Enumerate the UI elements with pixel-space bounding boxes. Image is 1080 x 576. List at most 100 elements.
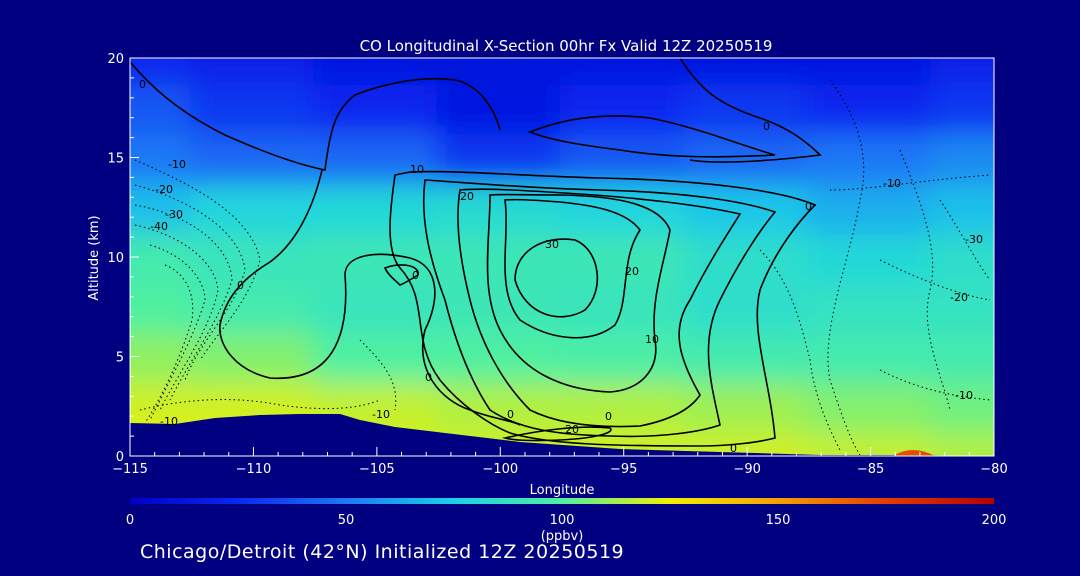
- contour-label: 0: [412, 269, 419, 282]
- co-cell: [130, 279, 194, 334]
- co-cell: [560, 80, 688, 135]
- contour-label: 10: [410, 163, 424, 176]
- co-cell: [930, 80, 994, 135]
- contour-minus-mid-b: [759, 249, 841, 451]
- co-cell: [930, 329, 994, 384]
- contour-label: 0: [763, 120, 770, 133]
- contour-minus10-west: [134, 159, 261, 361]
- co-cell: [806, 58, 935, 85]
- contour-label: 0: [730, 442, 737, 455]
- y-tick-label: 20: [107, 52, 124, 67]
- dashed-contours: [134, 79, 991, 456]
- contour-minus-west-a: [149, 244, 206, 421]
- colorbar-ticks: 0 50 100 150 200: [126, 513, 1007, 528]
- colorbar-tick-label: 0: [126, 513, 134, 528]
- colorbar-tick-label: 200: [982, 513, 1007, 528]
- co-cell: [436, 230, 564, 284]
- co-cell: [130, 130, 194, 185]
- co-cell: [560, 130, 688, 185]
- x-tick-label: −80: [980, 462, 1007, 477]
- x-tick-label: −95: [610, 462, 637, 477]
- contour-thirty: [504, 198, 641, 339]
- co-cell: [189, 329, 318, 384]
- contour-label: 20: [625, 265, 639, 278]
- solid-contours: [130, 58, 822, 447]
- contour-label: 30: [545, 238, 559, 251]
- contour-minus10-east-low: [879, 369, 991, 401]
- contour-label: -30: [965, 233, 983, 246]
- contour-label: -10: [372, 408, 390, 421]
- contour-label: -10: [955, 389, 973, 402]
- x-axis: −115 −110 −105 −100 −95 −90 −85 −80: [112, 447, 1008, 477]
- contour-minus-mid: [359, 339, 397, 411]
- y-axis-label: Altitude (km): [87, 215, 102, 300]
- contour-label: -10: [883, 177, 901, 190]
- co-cell: [560, 329, 688, 384]
- contour-zero-top-right: [679, 58, 822, 163]
- contour-label: 20: [565, 423, 579, 436]
- co-cell: [683, 130, 811, 185]
- contour-minus20-east: [879, 259, 991, 301]
- y-axis: 0 5 10 15 20: [107, 52, 139, 465]
- x-axis-label: Longitude: [530, 483, 595, 498]
- contour-minus30-west: [134, 204, 233, 401]
- surface-hotspot: [893, 450, 935, 456]
- co-cell: [436, 80, 564, 135]
- co-cell: [930, 230, 994, 284]
- contour-island: [383, 264, 419, 286]
- contour-label: -40: [150, 220, 168, 233]
- colorbar-tick-label: 100: [550, 513, 575, 528]
- co-cell: [683, 279, 811, 334]
- co-cell: [313, 329, 441, 384]
- terrain-mask: [130, 414, 994, 456]
- contour-minus-east-b: [899, 149, 951, 411]
- co-cell: [683, 80, 811, 135]
- co-cell: [436, 279, 564, 334]
- co-cell: [806, 130, 935, 185]
- contour-labels: 0 -10 -20 -30 -40 0 0 0 0 10 20 30 20 10…: [139, 78, 983, 455]
- x-tick-label: −105: [359, 462, 395, 477]
- y-tick-label: 5: [116, 351, 124, 366]
- contour-label: 0: [805, 200, 812, 213]
- co-cell: [806, 279, 935, 334]
- co-cell: [130, 80, 194, 135]
- x-tick-label: −115: [112, 462, 148, 477]
- contour-twenty-inner: [486, 193, 671, 393]
- contour-label: 20: [460, 190, 474, 203]
- contour-minus10-east: [829, 174, 991, 191]
- contour-label: -30: [165, 208, 183, 221]
- contour-minus-east-a: [827, 79, 865, 456]
- co-cell: [806, 379, 935, 434]
- contour-minus40-west: [134, 224, 219, 411]
- x-tick-label: −90: [733, 462, 760, 477]
- co-cell: [806, 329, 935, 384]
- chart-title: CO Longitudinal X-Section 00hr Fx Valid …: [360, 37, 773, 55]
- co-cell: [930, 429, 994, 456]
- co-cell: [313, 279, 441, 334]
- contour-label: -20: [950, 291, 968, 304]
- contour-label: 0: [507, 408, 514, 421]
- contour-label: 0: [139, 78, 146, 91]
- y-tick-label: 15: [107, 152, 124, 167]
- co-cell: [130, 180, 194, 235]
- co-cell: [130, 329, 194, 384]
- co-concentration-field: [130, 58, 994, 456]
- co-cell: [683, 379, 811, 434]
- co-cell: [683, 230, 811, 284]
- co-cell: [683, 329, 811, 384]
- colorbar-tick-label: 50: [338, 513, 355, 528]
- contour-twenty-bottom: [501, 426, 612, 442]
- co-cell: [313, 130, 441, 185]
- co-cell: [313, 80, 441, 135]
- contour-zero-main: [219, 169, 521, 426]
- co-cell: [683, 58, 811, 85]
- co-cell: [189, 58, 318, 85]
- contour-ten: [422, 179, 777, 438]
- contour-label: 0: [237, 279, 244, 292]
- contour-zero-top: [130, 61, 501, 171]
- co-cell: [930, 58, 994, 85]
- co-cell: [560, 279, 688, 334]
- co-cell: [930, 180, 994, 235]
- co-cell: [560, 58, 688, 85]
